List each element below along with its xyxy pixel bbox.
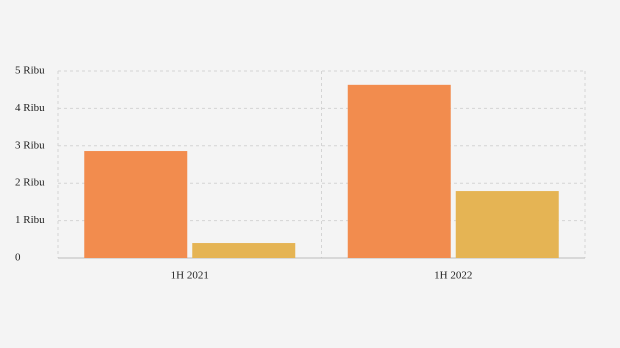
y-tick-label: 0: [15, 252, 21, 264]
x-tick-label: 1H 2021: [171, 270, 209, 282]
bar: [347, 84, 451, 258]
y-tick-label: 1 Ribu: [15, 214, 45, 226]
y-tick-label: 3 Ribu: [15, 139, 45, 151]
y-tick-label: 4 Ribu: [15, 102, 45, 114]
bar: [455, 191, 559, 258]
y-tick-label: 5 Ribu: [15, 65, 45, 77]
bar: [84, 151, 188, 258]
y-tick-label: 2 Ribu: [15, 177, 45, 189]
x-tick-label: 1H 2022: [434, 270, 472, 282]
bar: [192, 243, 296, 258]
